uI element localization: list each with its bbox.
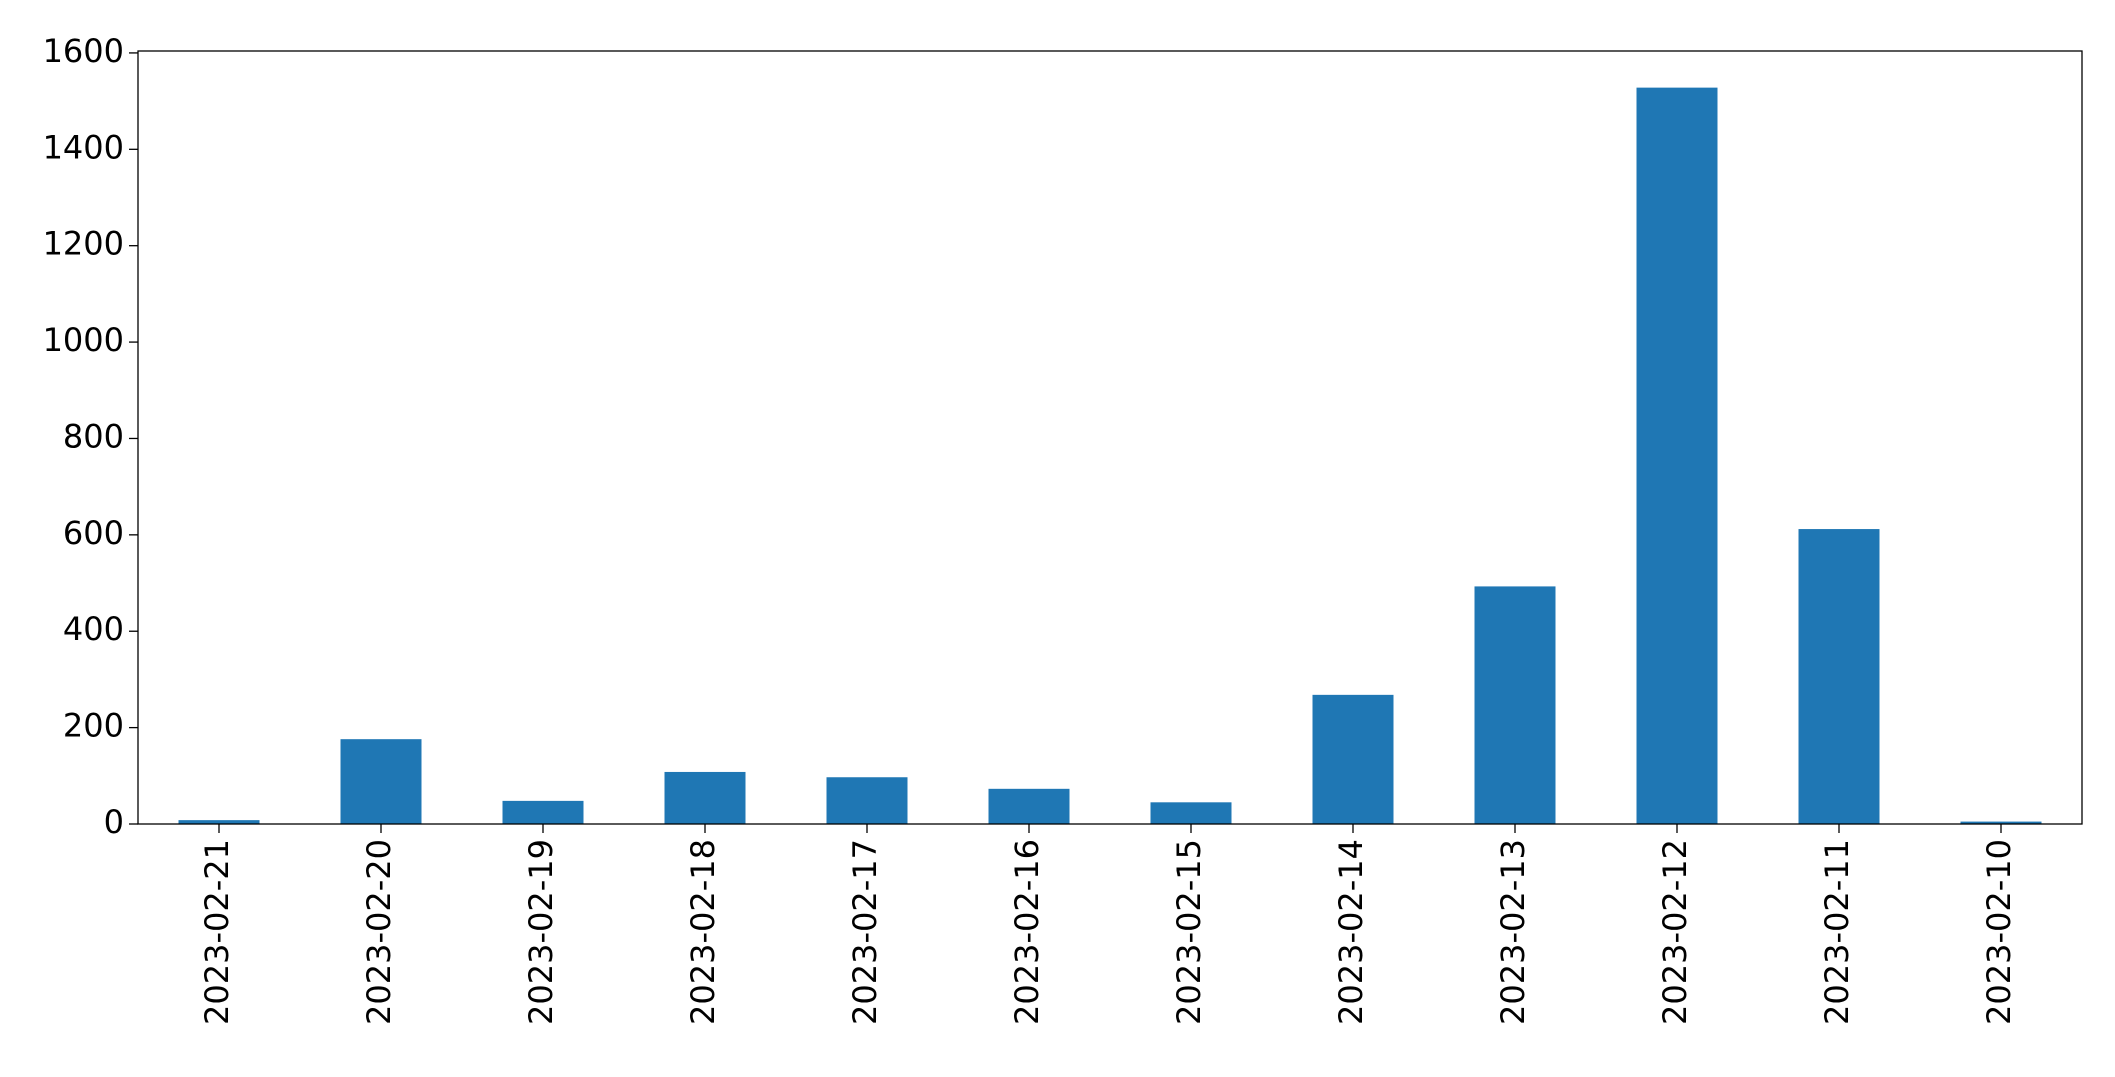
- y-tick-label: 0: [104, 803, 124, 841]
- x-tick-label: 2023-02-19: [522, 839, 560, 1025]
- x-tick-label: 2023-02-11: [1818, 839, 1856, 1025]
- x-tick-label: 2023-02-20: [360, 839, 398, 1025]
- bar-2023-02-18: [664, 771, 746, 824]
- x-tick-label: 2023-02-13: [1494, 839, 1532, 1025]
- y-tick-label: 200: [63, 707, 124, 745]
- x-tick-label: 2023-02-15: [1170, 839, 1208, 1025]
- bar-2023-02-20: [340, 739, 422, 824]
- y-tick-label: 1000: [43, 321, 124, 359]
- x-tick-label: 2023-02-10: [1980, 839, 2018, 1025]
- y-axis: 0 200 400 600 800 1000 1200 1400 1600: [43, 32, 138, 841]
- bars-layer: [178, 87, 2042, 824]
- x-tick-label: 2023-02-18: [684, 839, 722, 1025]
- bar-2023-02-13: [1474, 586, 1556, 824]
- x-tick-label: 2023-02-21: [198, 839, 236, 1025]
- bar-2023-02-17: [826, 777, 908, 824]
- plot-frame: [137, 50, 2083, 825]
- bar-2023-02-14: [1312, 694, 1394, 824]
- y-tick-label: 800: [63, 417, 124, 455]
- bar-2023-02-15: [1150, 802, 1232, 824]
- x-tick-label: 2023-02-17: [846, 839, 884, 1025]
- bar-2023-02-19: [502, 800, 584, 824]
- bar-2023-02-10: [1960, 821, 2042, 824]
- x-tick-label: 2023-02-12: [1656, 839, 1694, 1025]
- bar-2023-02-16: [988, 788, 1070, 824]
- y-tick-label: 1400: [43, 128, 124, 166]
- bar-2023-02-12: [1636, 87, 1718, 824]
- bar-2023-02-11: [1798, 529, 1880, 824]
- x-tick-label: 2023-02-16: [1008, 839, 1046, 1025]
- x-axis: 2023-02-21 2023-02-20 2023-02-19 2023-02-18…: [198, 824, 2018, 1025]
- bar-2023-02-21: [178, 820, 260, 824]
- plot-border: [137, 50, 2083, 825]
- y-tick-label: 1600: [43, 32, 124, 70]
- x-tick-label: 2023-02-14: [1332, 839, 1370, 1025]
- y-tick-label: 1200: [43, 225, 124, 263]
- y-tick-label: 400: [63, 610, 124, 648]
- y-tick-label: 600: [63, 514, 124, 552]
